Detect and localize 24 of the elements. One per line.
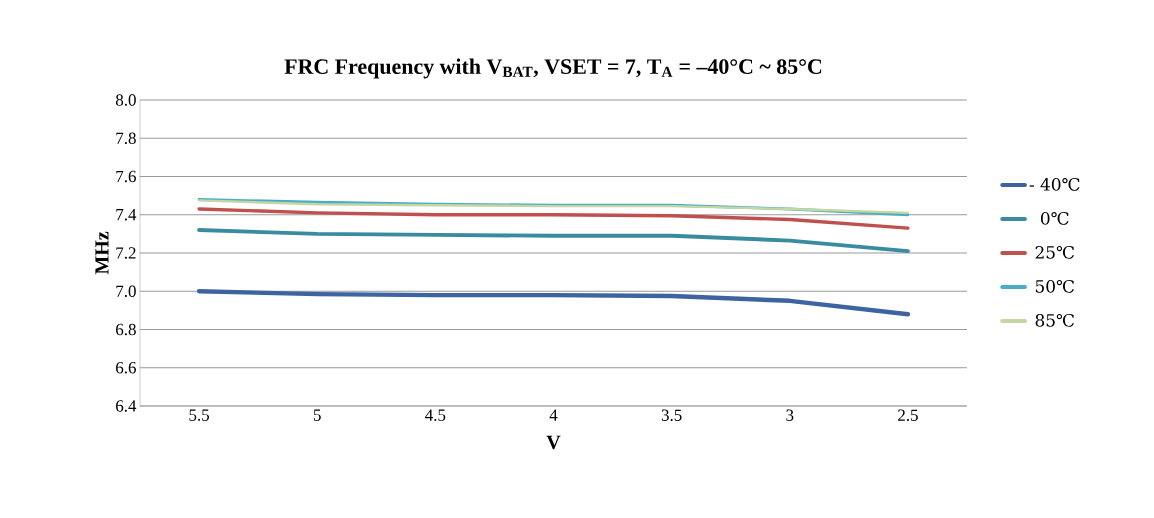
y-tick-label: 6.8	[116, 323, 136, 336]
x-tick-label: 5.5	[189, 409, 209, 421]
y-tick-label: 6.6	[116, 362, 136, 374]
y-axis-title: MHz	[95, 231, 109, 275]
legend-label: 85℃	[1035, 313, 1074, 327]
legend-label: - 40℃	[1029, 177, 1080, 191]
x-tick-label: 3	[786, 409, 794, 421]
legend-label: 25℃	[1035, 245, 1074, 259]
chart-title: FRC Frequency with V$_{BAT}$, VSET = 7, T$_{A}$ = –40°C ~ 85°C	[284, 58, 822, 79]
y-tick-label: 7.2	[116, 247, 136, 259]
x-tick-label: 4.5	[425, 409, 446, 421]
y-tick-label: 7.4	[116, 209, 137, 221]
legend-label: 0℃	[1040, 211, 1069, 225]
x-tick-label: 5	[313, 409, 321, 421]
legend-label: 50℃	[1035, 279, 1074, 293]
x-tick-label: 4	[549, 409, 558, 421]
x-axis-title: V	[546, 435, 561, 450]
y-tick-label: 7.0	[116, 285, 136, 297]
y-tick-label: 7.6	[116, 170, 136, 183]
y-tick-label: 6.4	[116, 400, 137, 412]
x-tick-label: 3.5	[661, 409, 682, 421]
y-tick-label: 7.8	[116, 132, 136, 144]
x-tick-label: 2.5	[898, 409, 918, 421]
y-tick-label: 8.0	[115, 94, 136, 106]
